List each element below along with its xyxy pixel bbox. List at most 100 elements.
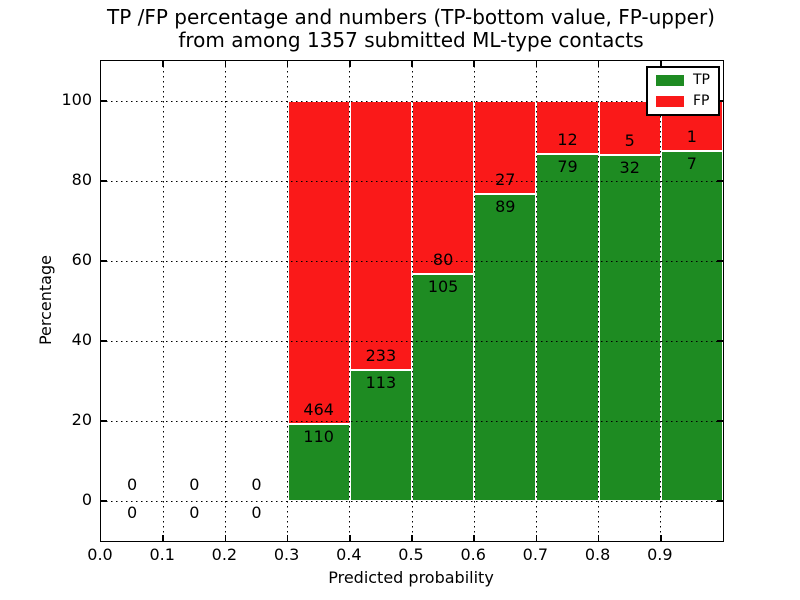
bar-label-tp: 79 — [557, 156, 578, 176]
gridline-y — [101, 420, 723, 422]
bar-segment-fp — [536, 101, 599, 154]
bar-segment-fp — [349, 101, 412, 371]
x-tick-bottom — [597, 535, 600, 541]
gridline-y — [101, 260, 723, 262]
legend-entry-fp: FP — [656, 94, 710, 109]
bar-segment-tp — [598, 155, 661, 501]
y-tick-left — [101, 100, 107, 102]
x-tick-top — [660, 61, 662, 67]
x-axis-label: Predicted probability — [328, 568, 494, 587]
bar-segment-fp — [287, 101, 350, 425]
y-tick-left — [101, 420, 107, 422]
x-tick-bottom — [162, 535, 164, 541]
gridline-y — [101, 340, 723, 342]
bar-label-tp: 7 — [686, 154, 697, 173]
bar-segment-fp — [474, 101, 537, 195]
x-tick-top — [597, 61, 600, 67]
legend-label-tp: TP — [693, 72, 710, 88]
bar-segment-tp — [412, 273, 475, 501]
bar-segment-tp — [474, 194, 537, 501]
x-tick-top — [411, 61, 413, 67]
x-tick-bottom — [286, 535, 289, 541]
bar-label-fp: 12 — [557, 129, 578, 149]
y-tick-label: 60 — [71, 250, 92, 269]
gridline-x — [660, 61, 662, 541]
y-tick-label: 100 — [61, 90, 92, 109]
x-tick-label: 0.6 — [460, 545, 486, 564]
bar-label-fp: 1 — [686, 127, 697, 146]
x-tick-top — [473, 61, 475, 67]
legend-label-fp: FP — [693, 93, 710, 109]
y-axis-label: Percentage — [36, 255, 55, 346]
gridline-x — [473, 61, 475, 541]
gridline-x — [598, 61, 600, 541]
bar-label-fp: 80 — [432, 249, 454, 269]
y-tick-left — [101, 500, 107, 502]
gridline-x — [287, 61, 289, 541]
x-tick-bottom — [224, 535, 227, 541]
x-tick-label: 0.4 — [336, 545, 362, 564]
x-tick-bottom — [473, 535, 475, 541]
legend: TP FP — [646, 66, 720, 116]
bar-label-tp: 110 — [303, 427, 334, 447]
y-tick-right — [717, 260, 723, 262]
bar-label-tp: 89 — [495, 197, 516, 217]
legend-swatch-tp — [656, 75, 684, 86]
bar-label-tp: 105 — [427, 276, 459, 296]
bar-label-fp: 5 — [624, 131, 635, 151]
y-tick-right — [717, 340, 723, 342]
bar-label-tp: 0 — [127, 503, 138, 522]
x-tick-label: 0.3 — [273, 545, 300, 564]
y-tick-label: 20 — [71, 410, 92, 429]
y-tick-left — [101, 260, 107, 262]
y-tick-left — [101, 180, 107, 182]
gridline-y — [101, 180, 723, 182]
bar-label-fp: 464 — [303, 400, 334, 420]
x-tick-top — [349, 61, 351, 67]
gridline-x — [224, 61, 226, 541]
chart-title: TP /FP percentage and numbers (TP-bottom… — [100, 6, 722, 52]
x-tick-label: 0.1 — [149, 545, 175, 564]
gridline-x — [349, 61, 351, 541]
y-tick-label: 40 — [71, 330, 92, 349]
bar-label-tp: 32 — [619, 158, 640, 178]
bar-segment-tp — [349, 370, 412, 501]
bar-label-fp: 27 — [495, 170, 516, 190]
bar-label-fp: 0 — [189, 475, 200, 494]
y-tick-label: 0 — [81, 490, 92, 509]
bar-label-fp: 0 — [127, 475, 138, 494]
bar-label-tp: 0 — [189, 503, 200, 522]
x-tick-top — [535, 61, 538, 67]
x-tick-bottom — [411, 535, 413, 541]
x-tick-label: 0.7 — [522, 545, 549, 564]
bar-label-tp: 0 — [251, 503, 262, 522]
y-tick-left — [101, 340, 107, 342]
bar-label-fp: 0 — [251, 475, 262, 494]
x-tick-bottom — [349, 535, 351, 541]
bar-segment-tp — [287, 424, 350, 501]
y-tick-right — [717, 180, 723, 182]
legend-swatch-fp — [656, 96, 684, 107]
y-tick-right — [717, 100, 723, 102]
chart-title-line1: TP /FP percentage and numbers (TP-bottom… — [107, 5, 715, 29]
x-tick-bottom — [535, 535, 538, 541]
y-tick-right — [717, 420, 723, 422]
x-tick-label: 0.0 — [87, 545, 113, 564]
plot-area: 0 0 0 0 0 0 464 110 233 113 80 105 27 89 12 79 5 32 1 7 — [100, 60, 724, 542]
gridline-y — [101, 500, 723, 502]
bar-segment-fp — [412, 101, 475, 274]
bar-segment-tp — [536, 153, 599, 501]
bar-label-fp: 233 — [365, 346, 397, 366]
x-tick-label: 0.9 — [647, 545, 673, 564]
x-tick-top — [162, 61, 164, 67]
y-tick-label: 80 — [71, 170, 92, 189]
gridline-x — [162, 61, 164, 541]
x-tick-top — [224, 61, 227, 67]
x-tick-label: 0.8 — [584, 545, 611, 564]
bar-segment-tp — [660, 151, 723, 501]
gridline-x — [411, 61, 413, 541]
x-tick-label: 0.5 — [398, 545, 424, 564]
y-tick-right — [717, 500, 723, 502]
gridline-y — [101, 100, 723, 102]
